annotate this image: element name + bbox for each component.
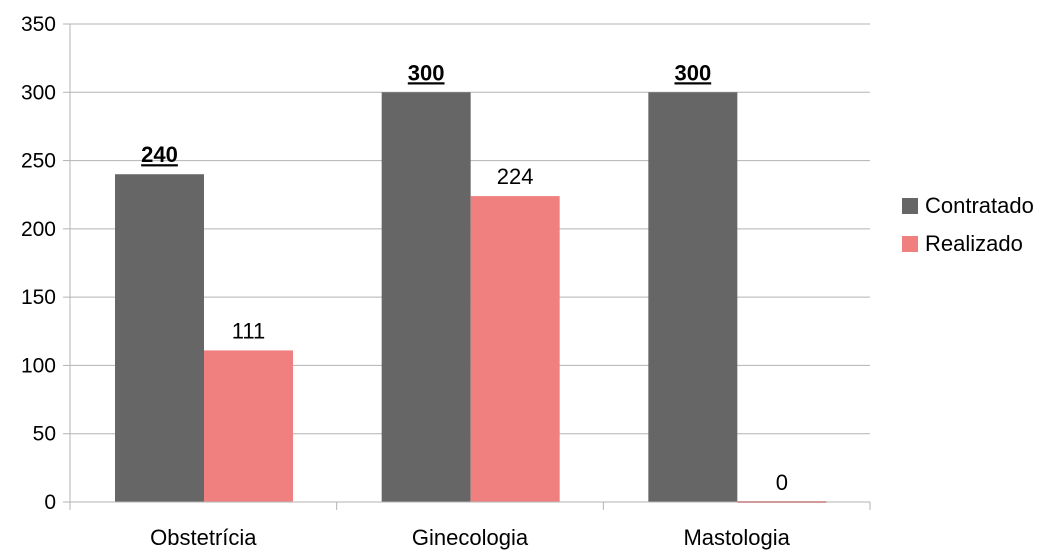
legend: Contratado Realizado <box>902 193 1034 256</box>
bar-contratado-1 <box>381 92 471 503</box>
bar-realizado-1 <box>470 196 560 502</box>
x-axis-category-labels: Obstetrícia Ginecologia Mastologia <box>150 525 790 550</box>
data-label-contratado: 240 <box>141 142 178 167</box>
y-tick-label: 50 <box>33 423 56 446</box>
y-tick-label: 350 <box>21 13 56 36</box>
y-axis-tick-labels: 0 50 100 150 200 250 300 350 <box>21 13 56 514</box>
data-labels: 240 111 300 224 300 0 <box>141 60 788 495</box>
bar-contratado-2 <box>648 92 738 503</box>
y-tick-label: 200 <box>21 218 56 241</box>
data-label-realizado: 111 <box>232 318 265 343</box>
legend-swatch-realizado <box>902 236 918 252</box>
x-category-label: Mastologia <box>683 525 790 550</box>
data-label-realizado: 224 <box>497 164 534 189</box>
data-label-contratado: 300 <box>408 60 445 85</box>
x-category-label: Obstetrícia <box>150 525 257 550</box>
legend-label-contratado: Contratado <box>925 193 1034 218</box>
x-category-label: Ginecologia <box>412 525 529 550</box>
y-tick-label: 0 <box>44 491 56 514</box>
bars <box>115 92 827 503</box>
bar-contratado-0 <box>115 174 204 502</box>
bar-realizado-0 <box>204 350 293 502</box>
data-label-realizado: 0 <box>776 470 788 495</box>
y-tick-label: 250 <box>21 150 56 173</box>
legend-swatch-contratado <box>902 198 918 214</box>
data-label-contratado: 300 <box>674 60 711 85</box>
axes <box>63 23 871 510</box>
y-tick-label: 300 <box>21 81 56 104</box>
y-tick-label: 100 <box>21 354 56 377</box>
legend-label-realizado: Realizado <box>925 231 1023 256</box>
y-tick-label: 150 <box>21 286 56 309</box>
